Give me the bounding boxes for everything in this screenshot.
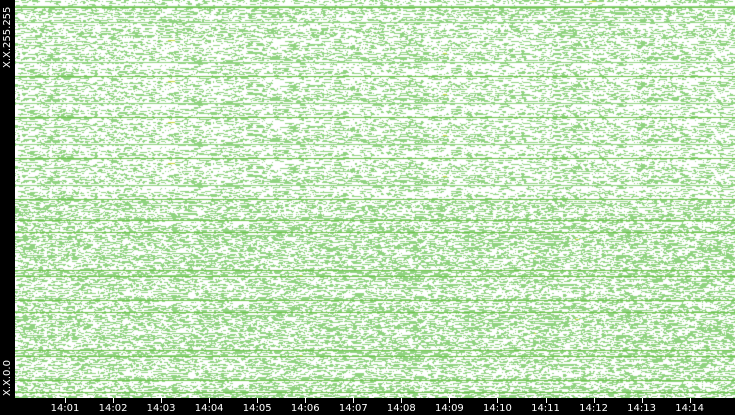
x-tick-mark	[209, 398, 211, 403]
x-tick-label: 14:10	[483, 403, 512, 414]
x-tick-mark	[497, 398, 499, 403]
x-tick-label: 14:02	[98, 403, 128, 414]
x-tick-mark	[593, 398, 595, 403]
x-tick-mark	[545, 398, 547, 403]
x-tick-label: 14:01	[50, 403, 80, 414]
x-tick-mark	[113, 398, 115, 403]
x-tick-label: 14:07	[338, 403, 368, 414]
x-tick-label: 14:05	[242, 403, 272, 414]
x-tick-label: 14:03	[146, 403, 176, 414]
x-tick-mark	[689, 398, 691, 403]
plot-area	[15, 0, 735, 398]
y-axis-label-bottom: X.X.0.0	[2, 360, 13, 396]
x-tick-label: 14:09	[434, 403, 464, 414]
x-tick-label: 14:08	[386, 403, 416, 414]
x-tick-label: 14:12	[579, 403, 608, 414]
x-tick-mark	[449, 398, 451, 403]
x-tick-mark	[401, 398, 403, 403]
x-tick-mark	[641, 398, 643, 403]
x-tick-mark	[161, 398, 163, 403]
x-tick-mark	[305, 398, 307, 403]
x-tick-label: 14:06	[290, 403, 320, 414]
x-tick-label: 14:14	[675, 403, 705, 414]
x-tick-mark	[257, 398, 259, 403]
x-tick-label: 14:04	[194, 403, 224, 414]
y-axis-label-top: X.X.255.255	[2, 6, 13, 68]
x-tick-mark	[353, 398, 355, 403]
x-tick-mark	[65, 398, 66, 403]
x-tick-label: 14:11	[531, 403, 560, 414]
x-tick-label: 14:13	[627, 403, 657, 414]
